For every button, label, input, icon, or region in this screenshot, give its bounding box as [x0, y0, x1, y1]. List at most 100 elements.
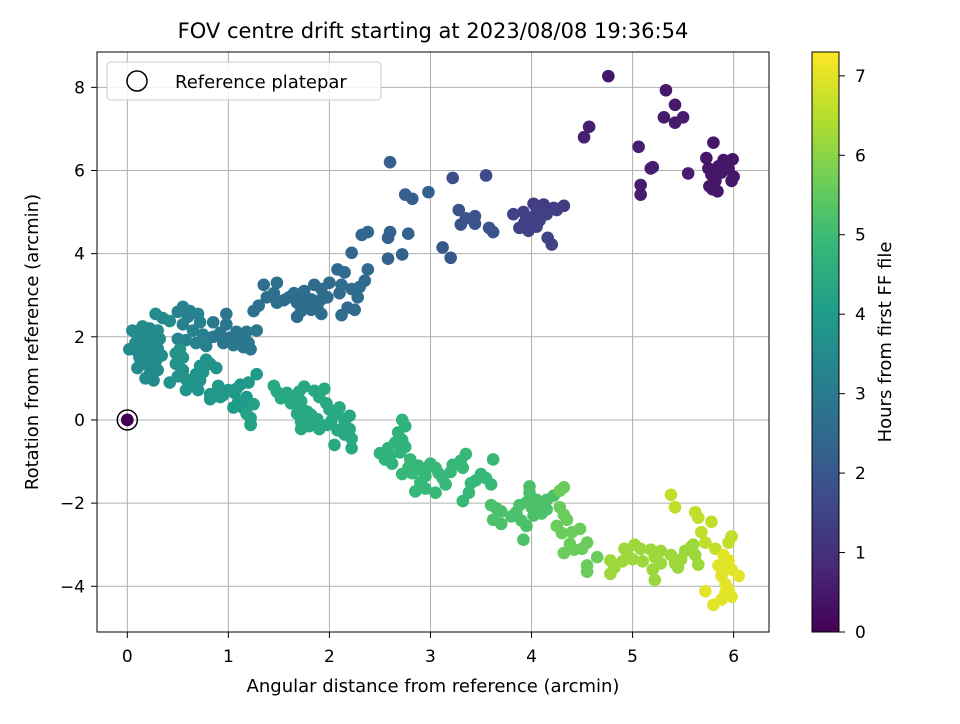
data-point — [199, 339, 213, 353]
data-point — [173, 342, 187, 356]
data-point — [626, 552, 639, 566]
data-point — [227, 338, 240, 352]
reference-point-fill — [121, 413, 134, 427]
data-point — [297, 380, 311, 393]
colorbar-tick-label: 0 — [855, 623, 866, 643]
colorbar-tick-label: 7 — [855, 67, 866, 87]
data-point — [694, 525, 708, 539]
data-point — [719, 586, 732, 599]
colorbar-tick-label: 1 — [855, 544, 866, 564]
data-point — [602, 69, 615, 83]
data-point — [230, 382, 243, 396]
data-point — [247, 397, 260, 411]
data-point — [310, 412, 324, 426]
data-point — [456, 461, 470, 475]
data-point — [459, 447, 473, 461]
data-point — [706, 182, 719, 196]
data-point — [725, 530, 738, 543]
y-tick-label: 0 — [74, 411, 85, 431]
data-point — [321, 418, 334, 432]
data-point — [722, 554, 735, 567]
data-point — [196, 328, 210, 342]
data-point — [444, 251, 457, 265]
data-point — [398, 440, 412, 454]
data-point — [616, 555, 629, 568]
data-point — [705, 515, 718, 529]
y-axis-label: Rotation from reference (arcmin) — [22, 194, 43, 490]
data-point — [304, 303, 318, 317]
data-point — [676, 110, 690, 124]
data-point — [646, 563, 660, 576]
data-point — [244, 342, 257, 356]
x-axis-label: Angular distance from reference (arcmin) — [247, 676, 620, 697]
data-point — [191, 383, 205, 397]
data-point — [163, 314, 177, 328]
data-point — [681, 167, 695, 180]
data-point — [732, 569, 745, 583]
data-point — [590, 550, 604, 564]
y-tick-label: 8 — [74, 78, 85, 98]
data-point — [486, 453, 500, 466]
data-point — [270, 276, 284, 290]
legend-box — [106, 61, 382, 101]
data-point — [636, 555, 649, 568]
plot-frame — [96, 51, 770, 633]
data-point — [328, 438, 341, 452]
colorbar-tick-label: 2 — [855, 464, 866, 484]
data-point — [163, 376, 177, 389]
data-point — [353, 280, 367, 294]
data-point — [517, 533, 530, 546]
data-point — [244, 418, 257, 432]
data-point — [209, 361, 223, 375]
data-point — [315, 307, 328, 321]
data-point — [715, 563, 728, 576]
x-tick-label: 0 — [122, 647, 133, 667]
legend: Reference platepar — [106, 61, 382, 101]
data-point — [381, 231, 395, 245]
data-point — [545, 238, 559, 251]
data-point — [338, 266, 351, 279]
colorbar-tick-label: 4 — [855, 305, 866, 325]
data-point — [193, 315, 207, 329]
reference-point-group — [116, 409, 139, 431]
data-point — [171, 332, 185, 346]
data-point — [494, 505, 508, 518]
colorbar-ticks: 0 1 2 3 4 5 6 7 — [839, 67, 866, 643]
data-point — [345, 441, 358, 455]
data-point — [522, 224, 535, 238]
scatter-points — [121, 69, 745, 612]
data-point — [260, 291, 274, 304]
data-point — [186, 324, 200, 337]
data-point — [707, 136, 720, 149]
data-point — [644, 162, 658, 175]
colorbar-tick-label: 6 — [855, 146, 866, 166]
y-tick-label: −4 — [60, 577, 85, 597]
data-point — [523, 480, 536, 493]
data-point — [290, 310, 304, 324]
data-point — [580, 565, 594, 579]
data-point — [439, 478, 452, 491]
chart-title: FOV centre drift starting at 2023/08/08 … — [178, 19, 689, 43]
x-tick-label: 5 — [627, 647, 638, 667]
data-point — [575, 542, 589, 556]
x-tick-label: 6 — [728, 647, 739, 667]
y-tick-label: −2 — [60, 494, 85, 514]
data-point — [632, 140, 645, 154]
data-point — [257, 278, 271, 292]
data-point — [725, 174, 738, 188]
x-tick-label: 4 — [526, 647, 537, 667]
data-point — [462, 486, 476, 500]
data-point — [333, 401, 346, 414]
data-point — [302, 419, 316, 433]
data-point — [381, 252, 395, 265]
data-point — [560, 513, 574, 527]
data-point — [688, 548, 702, 562]
data-point — [131, 361, 144, 375]
data-point — [345, 246, 358, 260]
data-point — [193, 374, 207, 387]
data-point — [361, 263, 375, 276]
data-point — [348, 303, 361, 317]
data-point — [217, 388, 230, 402]
data-point — [333, 286, 346, 300]
